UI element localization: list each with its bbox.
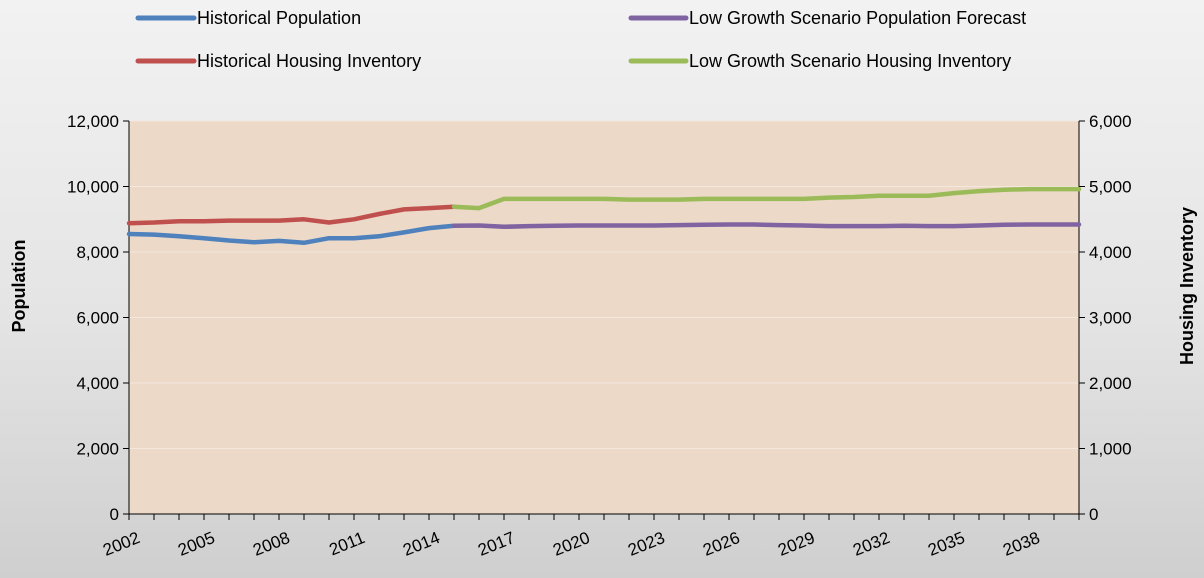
series-line-2 (126, 204, 457, 226)
y-axis-title: Population (9, 240, 29, 333)
y-tick-label: 8,000 (76, 243, 119, 262)
legend-item-historical-housing: Historical Housing Inventory (135, 51, 421, 71)
legend-label: Low Growth Scenario Housing Inventory (689, 51, 1011, 71)
legend-label: Historical Population (197, 8, 361, 28)
y-tick-label: 12,000 (67, 112, 119, 131)
legend-item-low-growth-population: Low Growth Scenario Population Forecast (628, 8, 1026, 28)
x-tick-label: 2002 (100, 528, 142, 560)
x-tick-label: 2017 (475, 528, 517, 560)
y2-tick-label: 3,000 (1089, 309, 1132, 328)
y2-axis-title: Housing Inventory (1177, 207, 1197, 365)
legend-item-low-growth-housing: Low Growth Scenario Housing Inventory (628, 51, 1011, 71)
y2-tick-label: 0 (1089, 505, 1098, 524)
series-line-3 (451, 186, 1082, 211)
x-tick-label: 2032 (850, 528, 892, 560)
x-tick-label: 2023 (625, 528, 667, 560)
x-tick-label: 2020 (550, 528, 592, 560)
legend-label: Historical Housing Inventory (197, 51, 421, 71)
x-tick-label: 2005 (175, 528, 217, 560)
x-tick-label: 2029 (775, 528, 817, 560)
legend-item-historical-population: Historical Population (135, 8, 361, 28)
y-tick-label: 10,000 (67, 178, 119, 197)
legend-label: Low Growth Scenario Population Forecast (689, 8, 1026, 28)
series-line-0 (126, 223, 457, 246)
series-line-1 (451, 222, 1082, 230)
y-tick-label: 0 (110, 505, 119, 524)
y-tick-label: 2,000 (76, 440, 119, 459)
legend: Historical Population Low Growth Scenari… (135, 8, 1026, 71)
plot-area: 0 0 2,000 1,000 4,000 2,000 6,000 3,000 8,000 4,0… (67, 112, 1132, 560)
x-tick-label: 2038 (1000, 528, 1042, 560)
y2-tick-label: 4,000 (1089, 243, 1132, 262)
x-tick-label: 2035 (925, 528, 967, 560)
y2-tick-label: 5,000 (1089, 178, 1132, 197)
x-tick-label: 2014 (400, 528, 442, 560)
x-tick-label: 2026 (700, 528, 742, 560)
y2-tick-label: 1,000 (1089, 440, 1132, 459)
y-tick-label: 4,000 (76, 374, 119, 393)
y2-tick-label: 2,000 (1089, 374, 1132, 393)
y-tick-label: 6,000 (76, 309, 119, 328)
x-tick-label: 2008 (250, 528, 292, 560)
y2-tick-label: 6,000 (1089, 112, 1132, 131)
x-tick-label: 2011 (326, 528, 367, 559)
